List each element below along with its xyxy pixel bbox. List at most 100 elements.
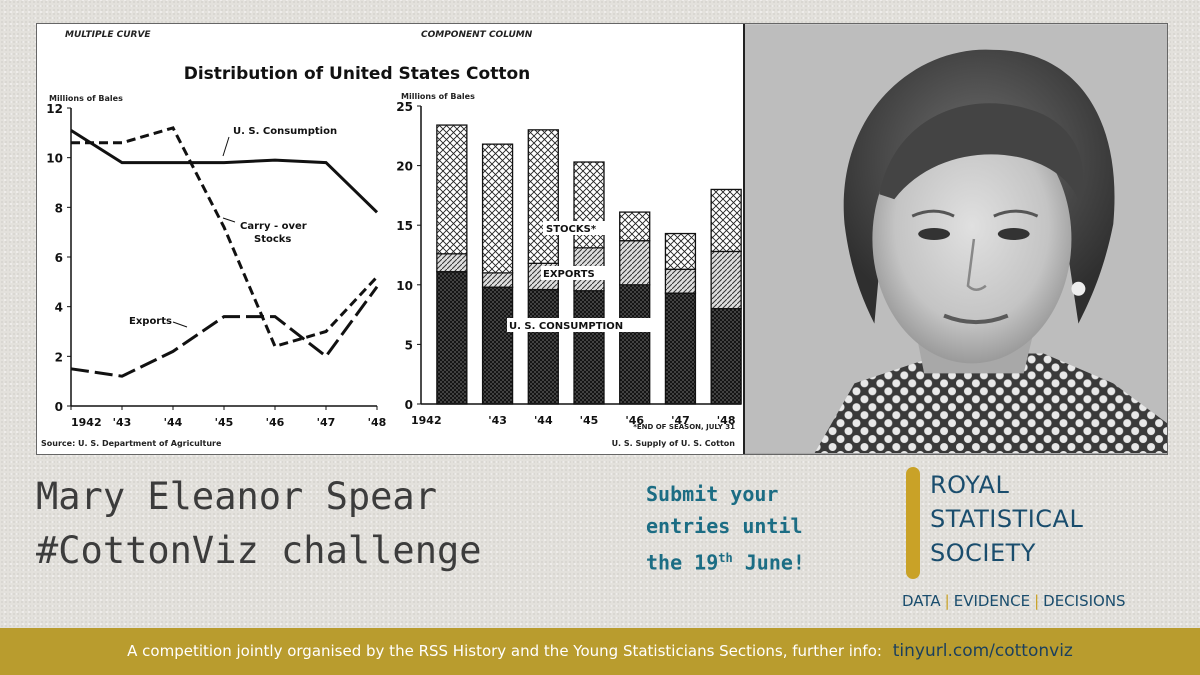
submit-notice: Submit your entries until the 19th June! (646, 478, 906, 579)
line-x-tick-label: '47 (317, 416, 336, 429)
historical-chart-panel: MULTIPLE CURVE COMPONENT COLUMN Distribu… (36, 23, 1168, 455)
earring (1071, 281, 1086, 296)
line-y-tick-label: 6 (55, 251, 63, 265)
bar-segment-consumption (436, 271, 468, 405)
bar-segment-consumption (573, 290, 605, 405)
bar-segment-stocks (527, 129, 559, 264)
spear-charts: MULTIPLE CURVE COMPONENT COLUMN Distribu… (41, 30, 742, 448)
leader-stocks (222, 217, 236, 223)
submit-date-post: June! (732, 550, 805, 575)
submit-line-3: the 19th June! (646, 542, 906, 579)
line-x-tick-label: '44 (164, 416, 183, 429)
line-y-tick-label: 12 (46, 102, 63, 116)
headline: Mary Eleanor Spear #CottonViz challenge (36, 470, 616, 578)
line-x-tick-label: '46 (266, 416, 285, 429)
bar-x-tick-label: 1942 (411, 414, 442, 427)
bar-segment-consumption (481, 286, 514, 405)
mouth (943, 313, 1009, 325)
portrait-photo (743, 24, 1167, 454)
series-line-consumption (70, 129, 379, 214)
chart-title: Distribution of United States Cotton (184, 64, 531, 84)
bar-segment-consumption (527, 288, 559, 405)
bar-segment-exports (481, 272, 514, 288)
line-x-tick-label: '45 (215, 416, 234, 429)
bar-x-tick-label: '46 (625, 414, 644, 427)
tagline-separator: | (1034, 592, 1040, 610)
series-line-exports (70, 285, 379, 378)
footer-link[interactable]: tinyurl.com/cottonviz (892, 641, 1073, 661)
submit-line-2: entries until (646, 514, 803, 538)
hair-fringe (879, 103, 1083, 200)
tagline-data: DATA (902, 592, 941, 610)
stocks-label-bg (543, 221, 609, 235)
bar-y-tick-label: 15 (396, 219, 413, 233)
line-y-tick-label: 8 (55, 201, 63, 215)
bar-chart: Millions of Bales 0 5 10 15 20 25 1942 '43 '44 '… (396, 92, 742, 448)
headline-name: Mary Eleanor Spear (36, 475, 437, 518)
left-eye (918, 228, 951, 240)
bar-segment-consumption (664, 292, 697, 405)
left-brow (911, 209, 955, 218)
line-y-tick-label: 0 (55, 400, 63, 414)
tagline-separator: | (944, 592, 950, 610)
bar-x-tick-label: '47 (671, 414, 690, 427)
label-us-consumption-bar: U. S. CONSUMPTION (509, 321, 623, 332)
nose (966, 238, 987, 291)
bar-segment-stocks (436, 124, 468, 255)
line-chart: Millions of Bales 0 2 4 6 8 10 12 1942 '43 '44 '4… (41, 94, 386, 448)
bar-chart-ylabel: Millions of Bales (401, 92, 475, 101)
bar-chart-caption: U. S. Supply of U. S. Cotton (612, 439, 736, 448)
footer-banner: A competition jointly organised by the R… (0, 628, 1200, 675)
line-y-tick-label: 10 (46, 152, 63, 166)
bar-segment-stocks (481, 143, 514, 274)
face (872, 114, 1072, 364)
bar-segment-exports (619, 240, 651, 286)
bar-segment-stocks (664, 232, 697, 270)
line-chart-ylabel: Millions of Bales (49, 94, 123, 103)
rss-logo-bar (906, 467, 920, 579)
segment-labels: STOCKS* EXPORTS U. S. CONSUMPTION (507, 221, 651, 332)
bar-x-tick-label: '45 (580, 414, 599, 427)
right-brow (993, 209, 1039, 218)
consumption-label-bg (507, 318, 651, 332)
rss-tagline: DATA | EVIDENCE | DECISIONS (902, 592, 1126, 610)
logo-line-3: SOCIETY (930, 539, 1036, 567)
leader-exports (172, 321, 188, 328)
logo-line-2: STATISTICAL (930, 505, 1084, 533)
label-carry-over: Carry - over Stocks (240, 221, 307, 245)
line-x-tick-label: 1942 (71, 416, 102, 429)
bar-y-tick-label: 25 (396, 100, 413, 114)
bar-y-tick-label: 0 (405, 398, 413, 412)
exports-label-bg (541, 266, 613, 280)
line-y-tick-label: 4 (55, 301, 63, 315)
line-y-tick-label: 2 (55, 350, 63, 364)
label-exports: Exports (129, 316, 172, 327)
label-us-consumption: U. S. Consumption (233, 126, 337, 137)
bar-y-tick-label: 20 (396, 160, 413, 174)
label-exports-bar: EXPORTS (543, 269, 595, 280)
bar-segment-consumption (710, 307, 742, 405)
rss-logo: ROYAL STATISTICAL SOCIETY (930, 468, 1083, 570)
headline-challenge: #CottonViz challenge (36, 529, 482, 572)
right-eye (997, 228, 1030, 240)
line-chart-tag: MULTIPLE CURVE (65, 30, 151, 40)
bar-y-tick-label: 10 (396, 279, 413, 293)
bar-segment-stocks (710, 188, 742, 253)
logo-line-1: ROYAL (930, 471, 1010, 499)
bar-segment-consumption (619, 284, 651, 405)
bar-segment-exports (436, 253, 468, 273)
bar-segment-stocks (619, 211, 651, 242)
line-x-tick-label: '48 (368, 416, 387, 429)
series-line-stocks (71, 126, 379, 349)
footer-text: A competition jointly organised by the R… (127, 642, 882, 660)
bar-x-tick-label: '43 (488, 414, 507, 427)
bar-segment-exports (710, 250, 742, 310)
line-x-tick-label: '43 (113, 416, 132, 429)
bar-chart-tag: COMPONENT COLUMN (421, 30, 533, 40)
bar-chart-footnote: *END OF SEASON, JULY 31 (633, 423, 735, 431)
submit-date-pre: the 19 (646, 550, 719, 575)
tagline-evidence: EVIDENCE (953, 592, 1031, 610)
bar-x-tick-label: '44 (534, 414, 553, 427)
submit-date-sup: th (718, 551, 733, 565)
label-stocks: STOCKS* (546, 224, 597, 235)
